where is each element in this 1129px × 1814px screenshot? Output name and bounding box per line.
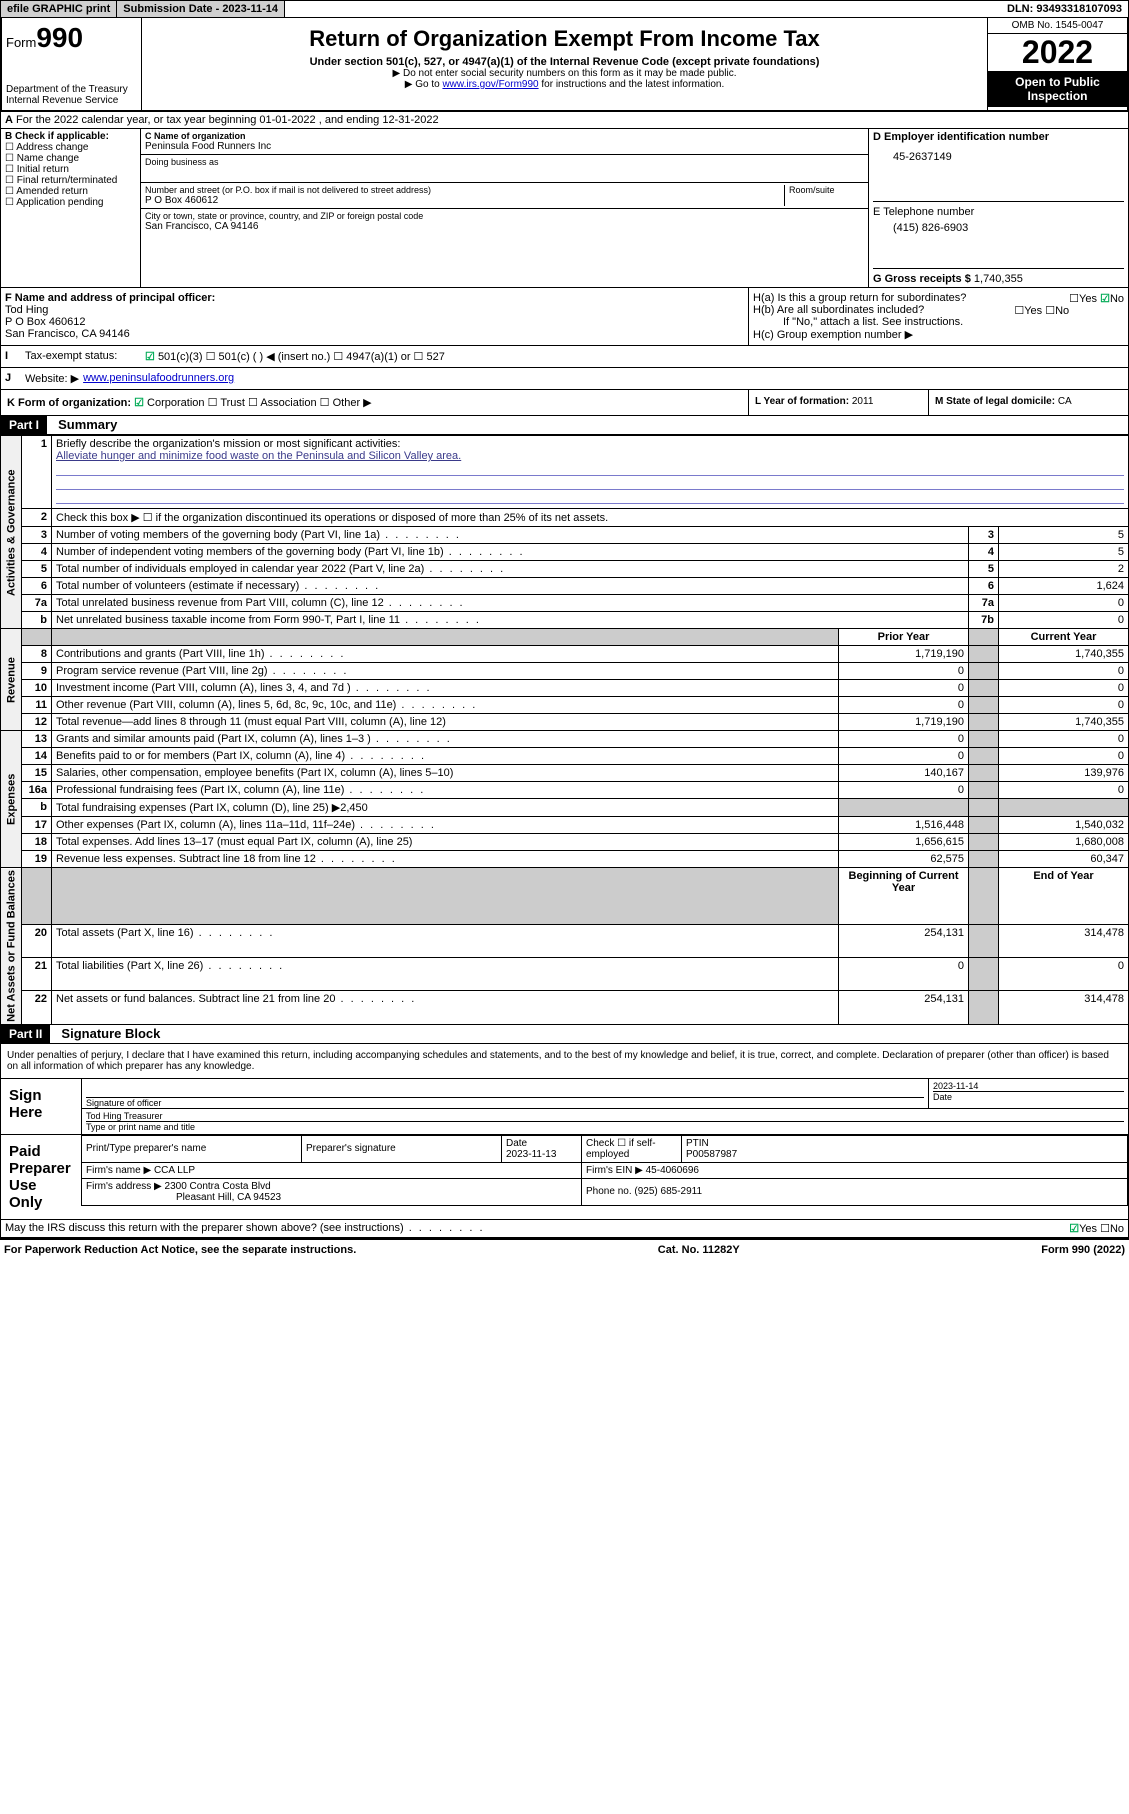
open-public-badge: Open to Public Inspection [988, 71, 1127, 107]
officer-name-title: Tod Hing Treasurer [86, 1111, 1124, 1121]
tax-year: 2022 [988, 34, 1127, 71]
part2-header: Part II [1, 1025, 50, 1043]
form-header: Form990 Department of the Treasury Inter… [0, 18, 1129, 112]
efile-print-button[interactable]: efile GRAPHIC print [1, 1, 117, 17]
ein: 45-2637149 [873, 143, 1124, 171]
year-formation: 2011 [852, 396, 874, 407]
dept-treasury: Department of the Treasury [6, 84, 137, 95]
mission-text: Alleviate hunger and minimize food waste… [56, 450, 461, 462]
form-subtitle: Under section 501(c), 527, or 4947(a)(1)… [146, 56, 983, 68]
omb-number: OMB No. 1545-0047 [988, 18, 1127, 34]
perjury-statement: Under penalties of perjury, I declare th… [0, 1044, 1129, 1079]
page-footer: For Paperwork Reduction Act Notice, see … [0, 1238, 1129, 1260]
sign-here-label: Sign Here [1, 1079, 81, 1134]
dln: DLN: 93493318107093 [1001, 1, 1128, 17]
gross-receipts: 1,740,355 [974, 273, 1023, 285]
top-bar: efile GRAPHIC print Submission Date - 20… [0, 0, 1129, 18]
form-number: 990 [36, 22, 83, 53]
irs-label: Internal Revenue Service [6, 95, 137, 106]
org-address: P O Box 460612 [145, 195, 784, 206]
org-name: Peninsula Food Runners Inc [145, 141, 864, 152]
section-b-checkboxes: B Check if applicable: ☐ Address change … [1, 129, 141, 287]
firm-name: CCA LLP [154, 1165, 195, 1176]
telephone: (415) 826-6903 [873, 218, 1124, 238]
row-a-tax-year: A For the 2022 calendar year, or tax yea… [0, 112, 1129, 129]
firm-phone: (925) 685-2911 [634, 1186, 702, 1197]
website-link[interactable]: www.peninsulafoodrunners.org [83, 372, 234, 384]
paid-preparer-label: Paid Preparer Use Only [1, 1135, 81, 1219]
irs-form990-link[interactable]: www.irs.gov/Form990 [442, 79, 538, 90]
officer-name: Tod Hing [5, 304, 744, 316]
state-domicile: CA [1058, 396, 1072, 407]
summary-table: Activities & Governance 1 Briefly descri… [0, 435, 1129, 1025]
org-city: San Francisco, CA 94146 [145, 221, 864, 232]
form-label: Form [6, 35, 36, 50]
submission-date: Submission Date - 2023-11-14 [117, 1, 285, 17]
ssn-note: ▶ Do not enter social security numbers o… [146, 68, 983, 79]
form-title: Return of Organization Exempt From Incom… [146, 26, 983, 52]
part1-header: Part I [1, 416, 47, 434]
ptin: P00587987 [686, 1149, 737, 1160]
